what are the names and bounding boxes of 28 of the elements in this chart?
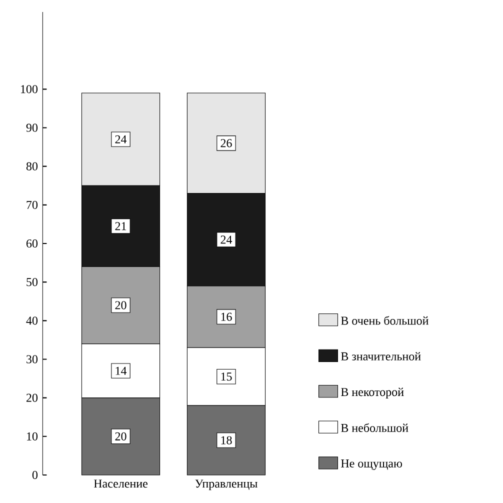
legend-label: В очень большой: [341, 316, 428, 325]
data-label: 14: [116, 366, 127, 375]
data-label: 16: [221, 312, 232, 321]
data-label: 18: [221, 436, 232, 444]
x-tick-label: Население: [94, 480, 148, 488]
y-tick-label: 20: [26, 394, 38, 402]
legend-label: В небольшой: [341, 423, 408, 432]
data-label: 24: [220, 236, 232, 244]
data-label: 15: [221, 372, 232, 381]
y-tick-label: 70: [26, 200, 38, 209]
data-label: 20: [115, 301, 126, 310]
y-tick-label: 0: [32, 470, 38, 480]
data-label: 21: [115, 222, 126, 230]
y-tick-label: 10: [27, 432, 38, 440]
y-tick-label: 90: [26, 124, 38, 132]
y-tick-label: 80: [26, 162, 38, 170]
legend-label: В некоторой: [341, 388, 404, 399]
legend-label: В значительной: [341, 352, 421, 360]
y-tick-label: 40: [26, 316, 38, 325]
y-tick-label: 30: [26, 355, 38, 364]
data-label: 24: [115, 135, 127, 144]
y-tick-label: 50: [26, 278, 38, 286]
data-label: 26: [220, 139, 232, 148]
data-label: 20: [115, 432, 126, 440]
legend-label: Не ощущаю: [341, 460, 402, 470]
y-tick-label: 100: [21, 85, 38, 94]
x-tick-label: Управленцы: [195, 480, 258, 490]
y-tick-label: 60: [26, 239, 38, 248]
